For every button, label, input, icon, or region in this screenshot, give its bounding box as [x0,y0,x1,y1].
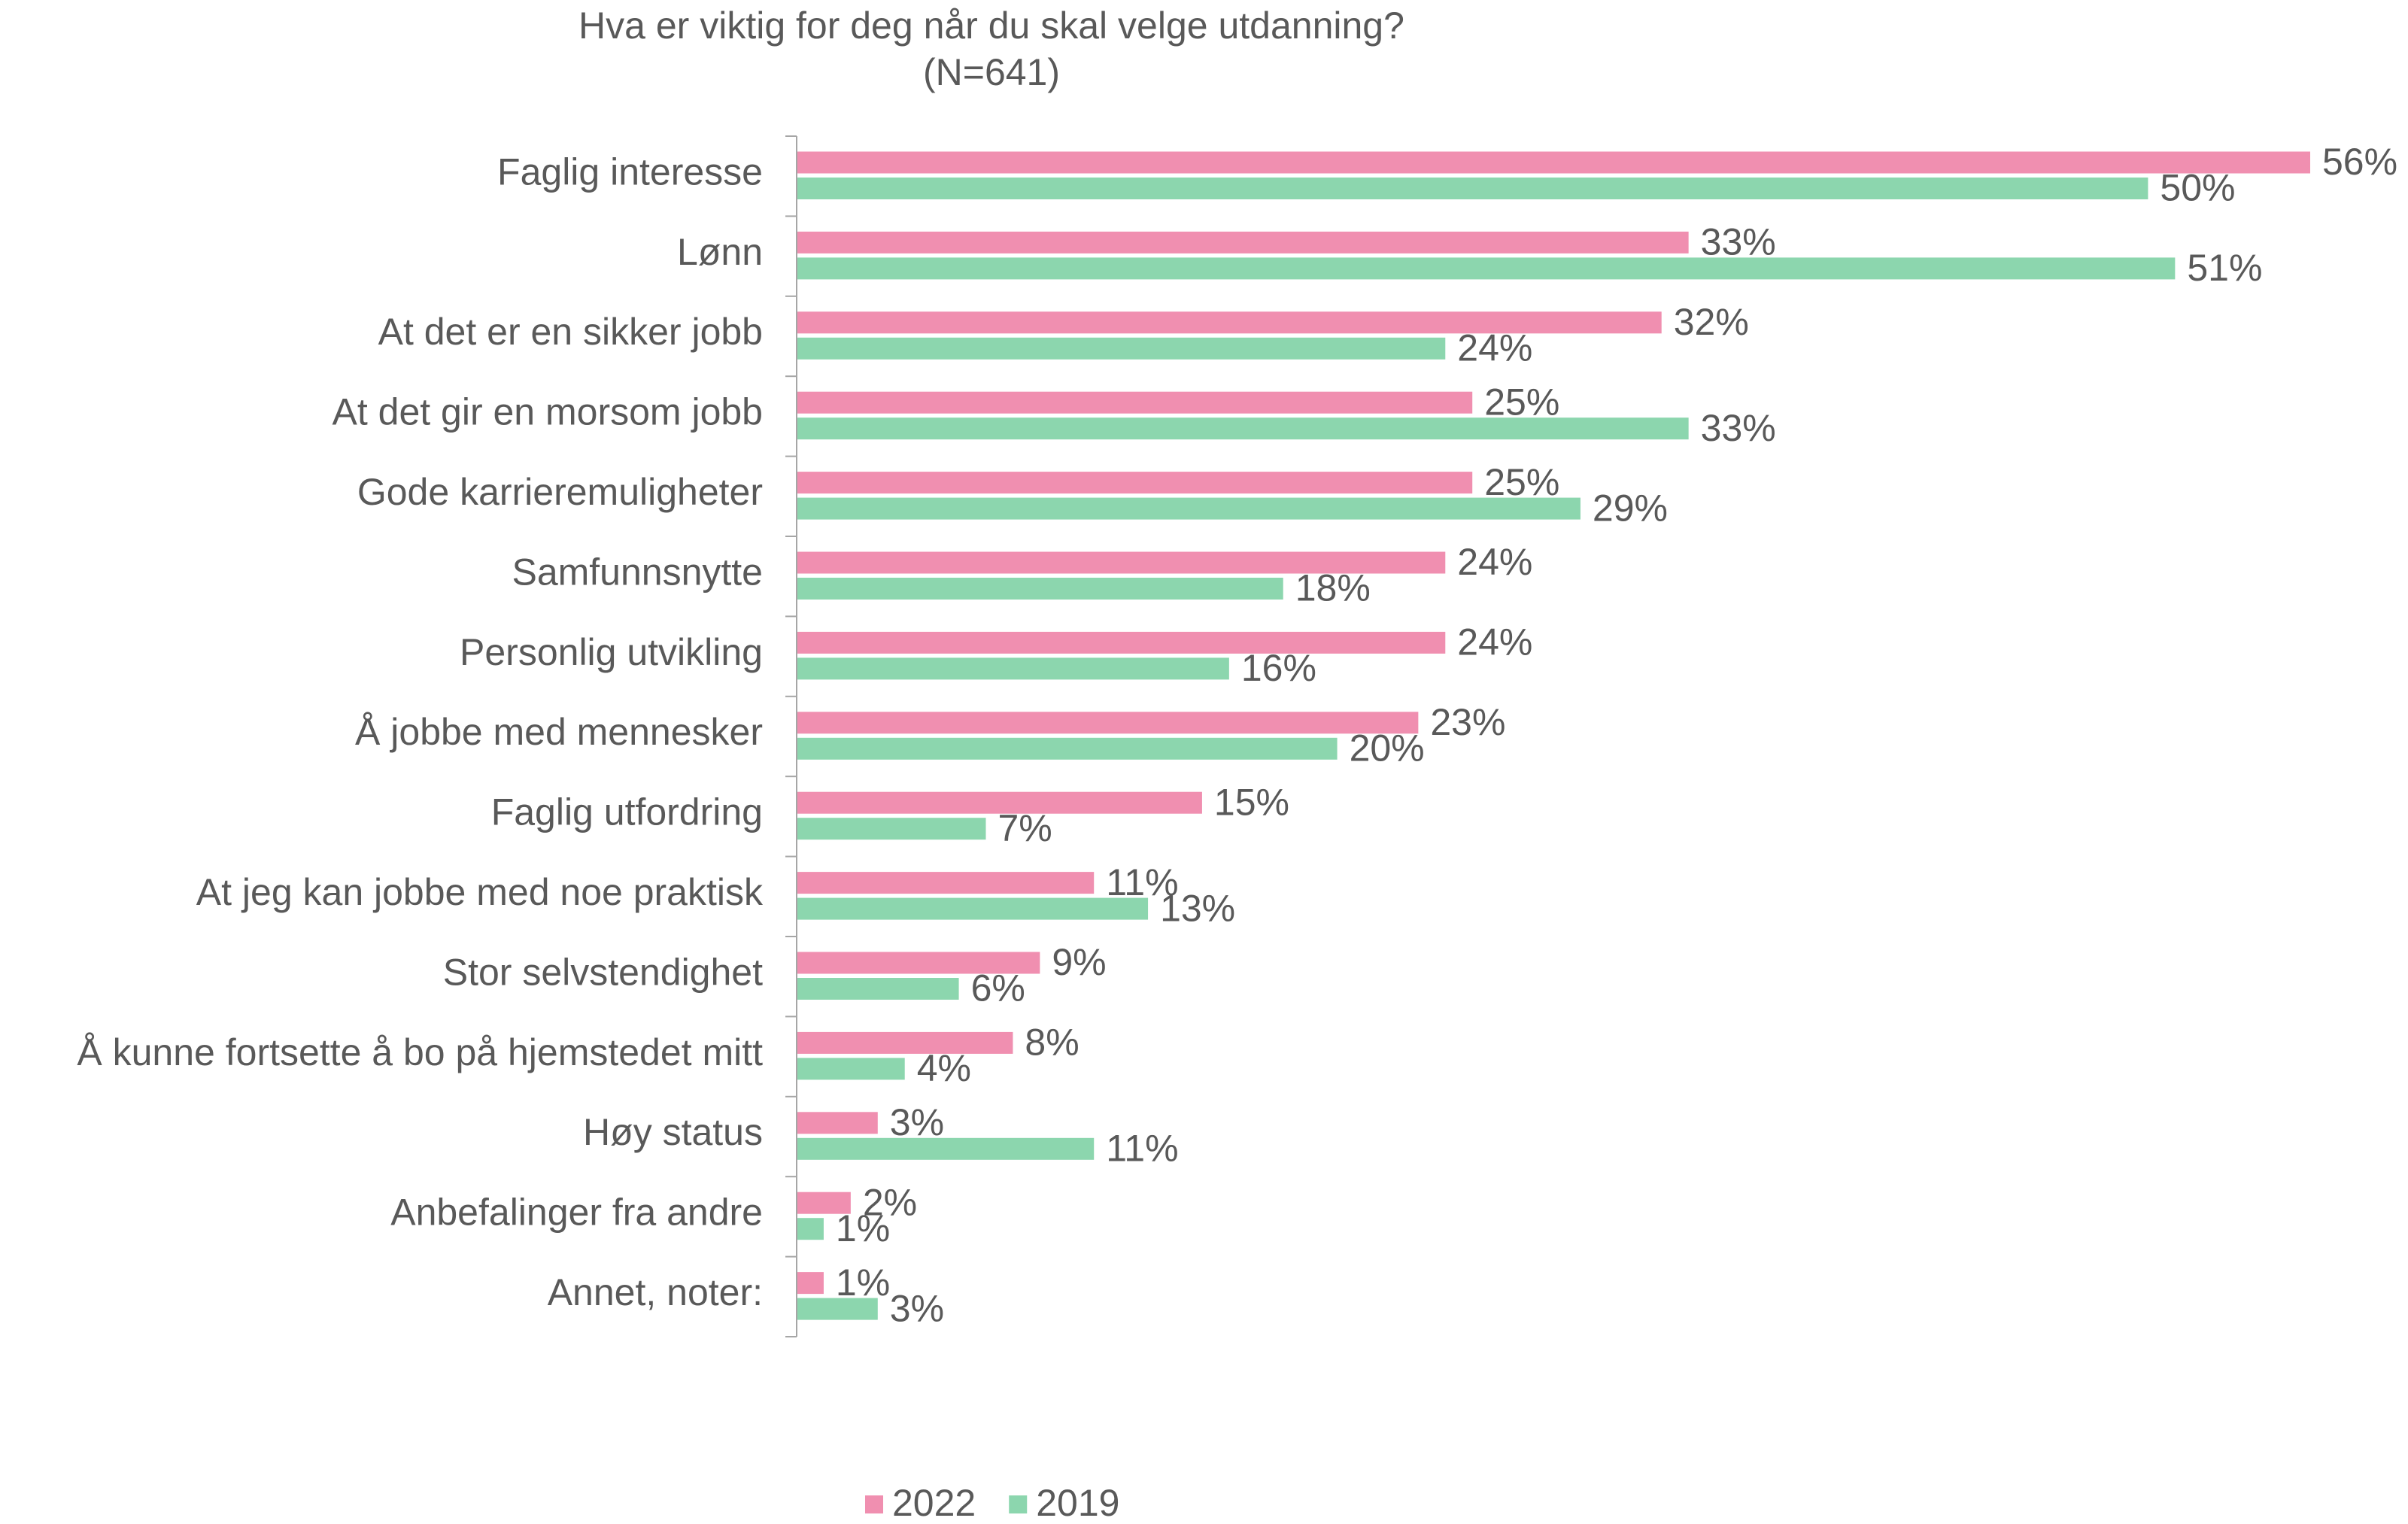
category-label: Stor selvstendighet [443,951,763,993]
value-label: 33% [1701,407,1776,449]
category-label: Faglig interesse [497,150,763,193]
category-label: Anbefalinger fra andre [390,1192,763,1234]
value-label: 7% [998,807,1052,849]
value-label: 16% [1241,647,1316,689]
value-label: 25% [1484,461,1559,503]
category-label: At jeg kan jobbe med noe praktisk [196,871,764,913]
legend-label: 2019 [1036,1482,1119,1524]
category-label: Å kunne fortsette å bo på hjemstedet mit… [77,1031,763,1073]
value-label: 50% [2160,167,2235,209]
bar [797,737,1338,760]
value-label: 29% [1593,487,1668,529]
value-label: 15% [1214,781,1289,823]
value-label: 11% [1106,1128,1178,1170]
bar [797,631,1446,654]
category-label: At det gir en morsom jobb [333,391,764,433]
bar [797,417,1689,440]
bar [797,952,1040,974]
category-label: Høy status [583,1111,763,1153]
value-label: 4% [917,1047,971,1089]
bar [797,872,1095,894]
value-label: 24% [1457,327,1532,369]
value-label: 24% [1457,541,1532,583]
chart-title: Hva er viktig for deg når du skal velge … [578,5,1404,47]
category-label: Å jobbe med mennesker [355,711,763,753]
bar [797,1272,824,1295]
bar [797,818,986,840]
value-label: 1% [836,1261,890,1304]
value-label: 20% [1350,727,1425,770]
bar [797,897,1149,920]
bar [797,978,959,1000]
bar [797,657,1229,680]
bar [797,497,1581,520]
bar [797,551,1446,574]
value-label: 6% [971,967,1025,1009]
bar [797,791,1202,814]
chart-subtitle: (N=641) [923,51,1060,93]
bar [797,472,1473,494]
bar [797,337,1446,360]
bar [797,1298,878,1320]
bar [797,311,1662,334]
value-label: 3% [890,1287,944,1329]
bar [797,1137,1095,1160]
value-label: 2% [863,1181,917,1223]
legend-swatch [865,1495,883,1513]
value-label: 23% [1430,701,1505,743]
bar [797,1058,905,1080]
value-label: 9% [1052,941,1106,983]
bar [797,1031,1013,1054]
bar [797,257,2176,280]
value-label: 51% [2187,247,2262,289]
value-label: 1% [836,1207,890,1249]
category-label: Lønn [677,231,763,273]
value-label: 56% [2322,141,2397,183]
value-label: 32% [1674,301,1749,343]
category-label: Samfunnsnytte [512,551,763,593]
bar [797,178,2148,199]
bar [797,391,1473,414]
category-label: Gode karrieremuligheter [357,471,763,513]
bar [797,151,2310,174]
legend-label: 2022 [892,1482,976,1524]
category-label: At det er en sikker jobb [378,311,763,353]
category-label: Personlig utvikling [460,631,763,673]
bar [797,1218,824,1240]
bar [797,578,1283,600]
value-label: 3% [890,1101,944,1143]
category-label: Faglig utfordring [491,791,763,833]
value-label: 25% [1484,381,1559,423]
bar [797,1112,878,1134]
value-label: 8% [1025,1022,1079,1064]
legend-swatch [1009,1495,1028,1513]
value-label: 24% [1457,621,1532,663]
bar [797,1192,851,1214]
bar [797,231,1689,253]
value-label: 13% [1160,887,1235,929]
category-label: Annet, noter: [548,1271,763,1313]
value-label: 33% [1701,221,1776,263]
bar [797,712,1419,734]
value-label: 11% [1106,861,1178,903]
value-label: 18% [1295,567,1371,609]
